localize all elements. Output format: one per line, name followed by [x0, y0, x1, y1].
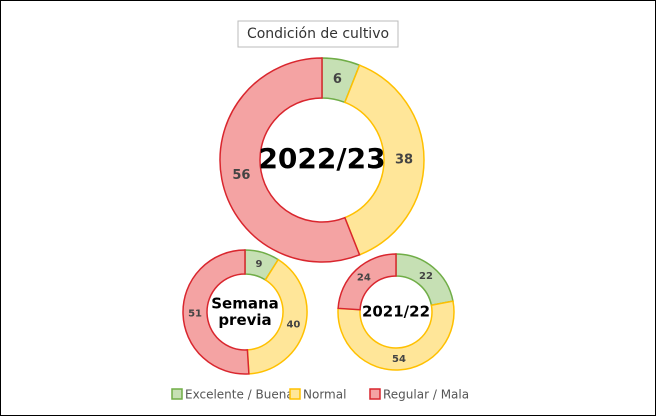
- chart-title: Condición de cultivo: [247, 26, 389, 42]
- title-box: [237, 20, 399, 48]
- center-label: Semana: [211, 294, 279, 312]
- data-label: 9: [255, 259, 262, 270]
- data-label: 51: [188, 309, 202, 320]
- data-label: 22: [419, 271, 433, 282]
- center-label: previa: [218, 311, 271, 329]
- data-label: 38: [395, 153, 413, 168]
- data-label: 6: [333, 72, 342, 87]
- legend-swatch: [171, 388, 183, 400]
- data-label: 56: [232, 168, 250, 183]
- legend-swatch: [369, 388, 381, 400]
- data-label: 24: [357, 273, 371, 284]
- legend-label: Excelente / Buena: [185, 388, 294, 402]
- data-label: 54: [392, 354, 406, 365]
- donut-segment: [246, 258, 308, 375]
- legend-label: Regular / Mala: [383, 388, 469, 402]
- donut-segment: [337, 253, 397, 311]
- donut-segment: [182, 249, 250, 375]
- donut-segment: [219, 57, 361, 263]
- center-label: 2021/22: [362, 303, 430, 321]
- center-label: 2022/23: [258, 142, 385, 175]
- donut-segment: [337, 300, 455, 371]
- donut-segment: [343, 64, 425, 256]
- data-label: 40: [286, 319, 300, 330]
- legend-label: Normal: [303, 388, 346, 402]
- legend-swatch: [289, 388, 301, 400]
